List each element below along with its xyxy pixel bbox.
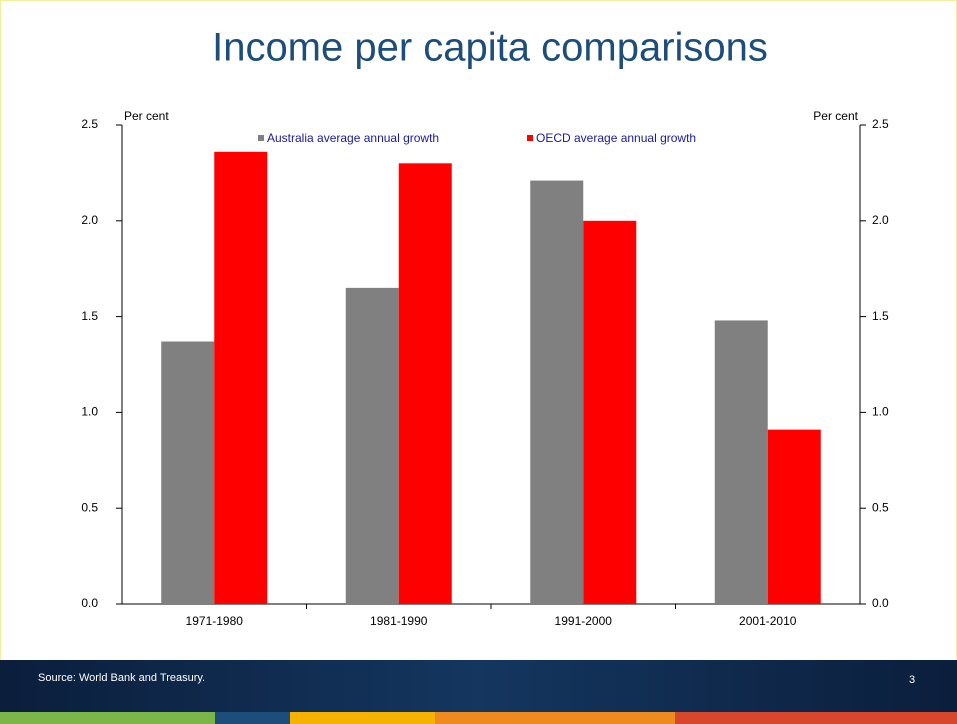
bar — [161, 341, 215, 604]
bar — [530, 180, 584, 604]
bar — [214, 151, 268, 604]
footer-band — [0, 660, 957, 712]
bar — [583, 220, 637, 605]
bar — [767, 429, 821, 604]
y-tick-label: 1.0 — [81, 405, 98, 419]
bar — [714, 320, 768, 604]
page-number: 3 — [909, 674, 915, 686]
footer-strip — [290, 712, 435, 724]
y2-tick-label: 0.5 — [872, 500, 889, 514]
y2-tick-label: 0.0 — [872, 596, 889, 610]
x-tick-label: 1981-1990 — [370, 614, 428, 628]
legend-label: Australia average annual growth — [267, 131, 439, 145]
y2-tick-label: 1.5 — [872, 309, 889, 323]
chart-title: Income per capita comparisons — [212, 26, 768, 70]
y-tick-label: 2.0 — [81, 213, 98, 227]
legend-label: OECD average annual growth — [536, 131, 696, 145]
y2-tick-label: 2.0 — [872, 213, 889, 227]
x-tick-label: 2001-2010 — [739, 614, 797, 628]
footer-strip — [215, 712, 290, 724]
footer-strip — [435, 712, 675, 724]
legend-swatch — [258, 135, 264, 141]
x-tick-label: 1991-2000 — [555, 614, 613, 628]
legend-swatch — [527, 135, 533, 141]
y-tick-label: 1.5 — [81, 309, 98, 323]
y2-axis-label: Per cent — [813, 109, 858, 123]
y-tick-label: 0.0 — [81, 596, 98, 610]
y2-tick-label: 1.0 — [872, 405, 889, 419]
x-tick-label: 1971-1980 — [186, 614, 244, 628]
bar — [345, 287, 399, 604]
y-tick-label: 0.5 — [81, 500, 98, 514]
footer-strip — [0, 712, 215, 724]
y2-tick-label: 2.5 — [872, 117, 889, 131]
bar — [398, 163, 452, 604]
footer-source: Source: World Bank and Treasury. — [38, 672, 205, 684]
y-tick-label: 2.5 — [81, 117, 98, 131]
y-axis-label: Per cent — [124, 109, 169, 123]
footer-strip — [675, 712, 957, 724]
